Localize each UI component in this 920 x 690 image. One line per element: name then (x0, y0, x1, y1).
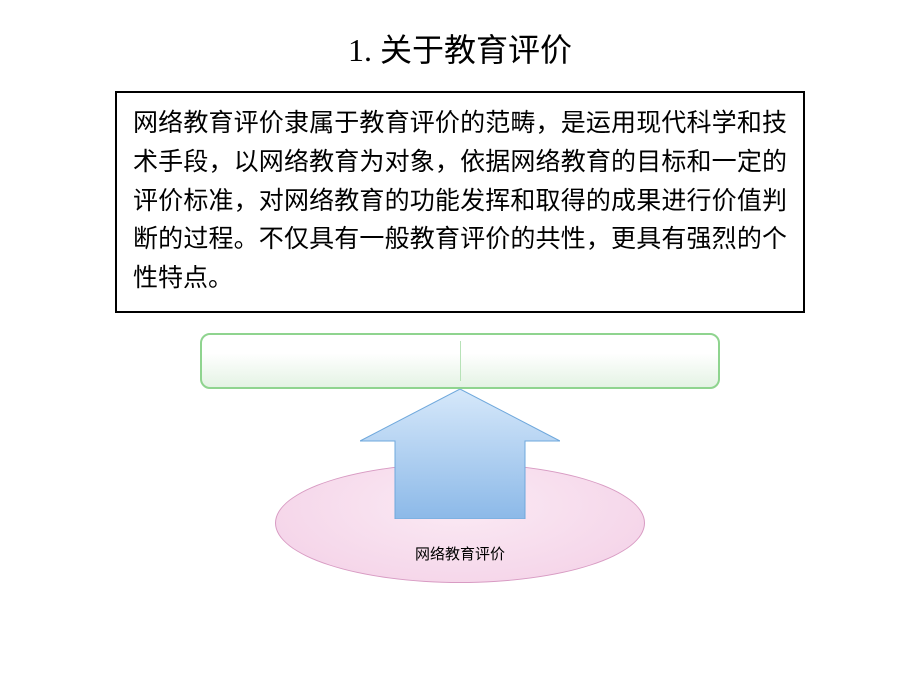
up-arrow-icon (360, 389, 560, 519)
slide-title: 1. 关于教育评价 (0, 0, 920, 91)
ellipse-label: 网络教育评价 (415, 543, 505, 564)
definition-text-box: 网络教育评价隶属于教育评价的范畴，是运用现代科学和技术手段，以网络教育为对象，依… (115, 91, 805, 313)
up-arrow (360, 389, 560, 519)
top-bar-cell-right (461, 341, 719, 381)
diagram-container: 网络教育评价 (115, 333, 805, 613)
top-category-bar (200, 333, 720, 389)
top-bar-cell-left (202, 341, 461, 381)
